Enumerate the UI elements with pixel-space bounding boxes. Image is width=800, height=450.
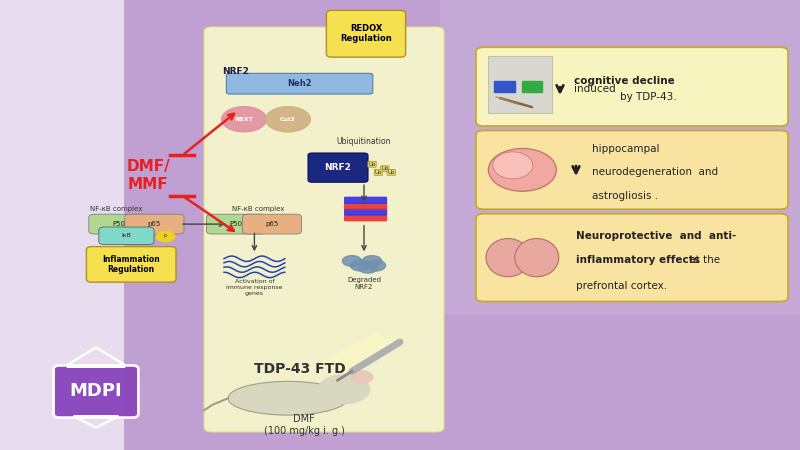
Text: NF-κB complex: NF-κB complex bbox=[232, 206, 284, 212]
Text: by TDP-43.: by TDP-43. bbox=[620, 91, 676, 102]
Circle shape bbox=[350, 371, 373, 383]
Circle shape bbox=[362, 256, 382, 266]
Text: Ub: Ub bbox=[381, 166, 389, 171]
FancyBboxPatch shape bbox=[308, 153, 368, 182]
FancyBboxPatch shape bbox=[99, 227, 154, 245]
Text: p65: p65 bbox=[148, 221, 161, 227]
FancyBboxPatch shape bbox=[242, 214, 302, 234]
Text: Activation of
immune response
genes: Activation of immune response genes bbox=[226, 279, 282, 296]
Circle shape bbox=[266, 107, 310, 132]
FancyBboxPatch shape bbox=[476, 214, 788, 302]
Circle shape bbox=[342, 256, 362, 266]
FancyBboxPatch shape bbox=[488, 56, 552, 112]
Text: NF-κB complex: NF-κB complex bbox=[90, 206, 142, 212]
FancyBboxPatch shape bbox=[206, 214, 266, 234]
Text: Inflammation
Regulation: Inflammation Regulation bbox=[102, 255, 160, 274]
Text: NRF2: NRF2 bbox=[325, 163, 351, 172]
Text: P: P bbox=[164, 234, 167, 239]
FancyBboxPatch shape bbox=[86, 247, 176, 282]
Circle shape bbox=[222, 107, 266, 132]
Ellipse shape bbox=[488, 148, 557, 191]
FancyBboxPatch shape bbox=[226, 73, 373, 94]
FancyBboxPatch shape bbox=[89, 214, 148, 234]
Circle shape bbox=[350, 260, 370, 271]
Text: Cul3: Cul3 bbox=[280, 117, 296, 122]
Circle shape bbox=[358, 262, 378, 273]
FancyBboxPatch shape bbox=[54, 365, 138, 418]
Text: DMF
(100 mg/kg i. g.): DMF (100 mg/kg i. g.) bbox=[263, 414, 345, 436]
Text: P50: P50 bbox=[112, 221, 125, 227]
Text: hippocampal: hippocampal bbox=[592, 144, 659, 153]
FancyBboxPatch shape bbox=[344, 214, 387, 221]
Text: prefrontal cortex.: prefrontal cortex. bbox=[576, 281, 667, 291]
Text: p65: p65 bbox=[266, 221, 278, 227]
Bar bbox=[494, 81, 515, 92]
Text: at the: at the bbox=[686, 255, 721, 265]
Text: astrogliosis .: astrogliosis . bbox=[592, 191, 658, 201]
Text: NRF2: NRF2 bbox=[222, 68, 250, 76]
Text: IκB: IκB bbox=[122, 233, 131, 238]
Text: Neuroprotective  and  anti-: Neuroprotective and anti- bbox=[576, 231, 736, 241]
FancyBboxPatch shape bbox=[124, 0, 800, 450]
Circle shape bbox=[156, 231, 175, 242]
Text: Degraded
NRF2: Degraded NRF2 bbox=[347, 277, 381, 290]
Text: cognitive decline: cognitive decline bbox=[574, 76, 674, 86]
FancyBboxPatch shape bbox=[476, 47, 788, 126]
Text: Neh2: Neh2 bbox=[288, 79, 312, 88]
Circle shape bbox=[366, 260, 386, 271]
FancyBboxPatch shape bbox=[0, 0, 124, 450]
FancyBboxPatch shape bbox=[440, 0, 800, 315]
Ellipse shape bbox=[515, 238, 559, 277]
FancyBboxPatch shape bbox=[344, 197, 387, 204]
Text: DMF/
MMF: DMF/ MMF bbox=[126, 159, 170, 192]
Text: RBXT: RBXT bbox=[234, 117, 254, 122]
Text: neurodegeneration  and: neurodegeneration and bbox=[592, 167, 718, 177]
Circle shape bbox=[318, 375, 370, 404]
Text: inflammatory effects: inflammatory effects bbox=[576, 255, 700, 265]
FancyBboxPatch shape bbox=[204, 27, 444, 432]
Text: induced: induced bbox=[574, 84, 615, 94]
Bar bbox=[522, 81, 542, 92]
FancyBboxPatch shape bbox=[344, 202, 387, 210]
FancyBboxPatch shape bbox=[125, 214, 184, 234]
FancyBboxPatch shape bbox=[476, 130, 788, 209]
Text: Ub: Ub bbox=[387, 170, 395, 175]
FancyBboxPatch shape bbox=[326, 10, 406, 57]
Ellipse shape bbox=[493, 152, 533, 179]
Text: Ub: Ub bbox=[368, 162, 376, 167]
Text: REDOX
Regulation: REDOX Regulation bbox=[340, 24, 392, 44]
Polygon shape bbox=[320, 333, 400, 374]
Text: Ubiquitination: Ubiquitination bbox=[337, 137, 391, 146]
Ellipse shape bbox=[228, 382, 348, 415]
Ellipse shape bbox=[486, 238, 530, 277]
Text: TDP-43 FTD: TDP-43 FTD bbox=[254, 362, 346, 376]
Text: Ub: Ub bbox=[374, 170, 382, 175]
Text: MDPI: MDPI bbox=[70, 382, 122, 400]
Text: P50: P50 bbox=[230, 221, 242, 227]
FancyBboxPatch shape bbox=[344, 208, 387, 216]
